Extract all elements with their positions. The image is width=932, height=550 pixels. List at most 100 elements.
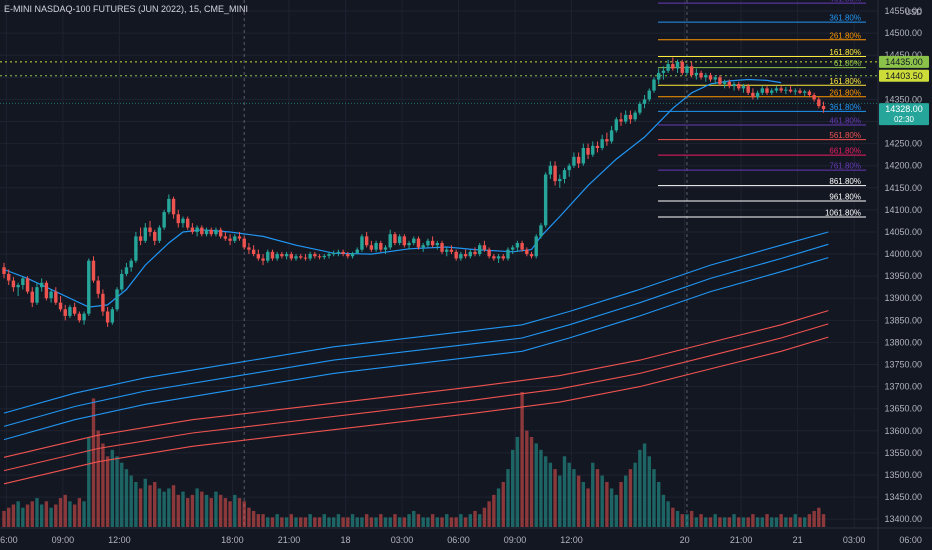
- volume-bar: [369, 517, 374, 527]
- volume-bar: [218, 494, 223, 527]
- volume-bar: [463, 517, 468, 527]
- candle-body: [708, 75, 713, 80]
- time-axis: 06:00 09:00 12:00 18:00 21:00 18 03:00 06:00 09:…: [0, 535, 922, 545]
- volume-bar: [379, 514, 383, 527]
- price-tick-label: 13600.00: [884, 426, 922, 436]
- volume-bar: [124, 469, 129, 527]
- price-tick-label: 14000.00: [884, 249, 922, 259]
- volume-bar: [576, 475, 581, 527]
- volume-bar: [49, 507, 53, 527]
- fib-level-label: 61.80%: [834, 59, 861, 68]
- candle-body: [214, 229, 218, 235]
- candle-body: [327, 254, 331, 256]
- volume-bar: [388, 517, 392, 527]
- candle-body: [115, 289, 119, 310]
- time-tick-label: 09:00: [504, 535, 527, 545]
- volume-bar: [383, 517, 388, 527]
- candle-body: [275, 254, 279, 259]
- price-tick-label: 14500.00: [884, 28, 922, 38]
- volume-bar: [261, 514, 265, 527]
- candle-body: [350, 253, 355, 257]
- candle-body: [689, 66, 694, 76]
- candle-body: [581, 148, 586, 164]
- candle-body: [661, 70, 666, 73]
- volume-bar: [746, 517, 750, 527]
- candle-body: [619, 119, 623, 122]
- candle-body: [39, 282, 44, 288]
- candle-body: [364, 236, 369, 246]
- candle-body: [284, 254, 289, 257]
- candle-body: [713, 77, 717, 80]
- time-tick-label: 09:00: [52, 535, 75, 545]
- price-tag: 14435.00: [879, 55, 929, 68]
- candle-body: [534, 236, 538, 257]
- candle-body: [737, 83, 741, 89]
- candle-body: [280, 254, 284, 257]
- volume-bar: [110, 449, 115, 527]
- volume-bar: [656, 482, 661, 527]
- candle-body: [473, 251, 477, 255]
- volume-bar: [143, 478, 147, 527]
- price-tag-label: 14328.00: [885, 104, 923, 114]
- candle-body: [779, 88, 783, 91]
- candle-body: [77, 313, 82, 321]
- volume-bar: [567, 462, 571, 527]
- fib-level-label: 761.80%: [829, 162, 861, 171]
- volume-bar: [821, 514, 826, 527]
- candle-body: [478, 245, 482, 255]
- volume-bar: [699, 514, 703, 527]
- fib-level-label: 361.80%: [829, 103, 861, 112]
- candle-body: [105, 311, 110, 323]
- candle-body: [407, 243, 411, 246]
- candle-body: [765, 88, 769, 93]
- candle-body: [704, 75, 708, 78]
- candle-body: [393, 234, 397, 244]
- candle-body: [143, 227, 147, 241]
- volume-bar: [374, 517, 378, 527]
- candle-body: [482, 245, 487, 250]
- volume-bar: [317, 517, 322, 527]
- volume-bar: [153, 482, 157, 527]
- price-axis: 14550.0014500.0014450.0014400.0014350.00…: [884, 6, 922, 524]
- volume-bar: [162, 491, 166, 527]
- candle-body: [449, 249, 454, 252]
- volume-bar: [16, 501, 20, 527]
- volume-bar: [313, 517, 317, 527]
- candle-body: [153, 231, 157, 241]
- candle-body: [685, 66, 689, 73]
- volume-bar: [200, 491, 204, 527]
- candle-body: [190, 227, 195, 232]
- volume-bar: [332, 517, 336, 527]
- volume-bar: [591, 462, 595, 527]
- candle-body: [624, 114, 628, 122]
- time-tick-label: 06:00: [0, 535, 18, 545]
- candle-body: [435, 243, 440, 246]
- price-tick-label: 13800.00: [884, 337, 922, 347]
- fib-level-label: 861.80%: [829, 177, 861, 186]
- volume-bar: [134, 482, 138, 527]
- candle-body: [308, 254, 312, 259]
- volume-bar: [82, 501, 86, 527]
- volume-bar: [770, 517, 774, 527]
- volume-bar: [148, 485, 152, 527]
- candle-body: [803, 91, 807, 93]
- candle-body: [642, 99, 647, 104]
- candle-body: [638, 103, 642, 113]
- candle-body: [510, 247, 515, 250]
- time-axis-bg: [0, 528, 932, 550]
- candle-body: [11, 280, 16, 288]
- price-tag-bg: [879, 55, 929, 68]
- volume-bar: [346, 517, 350, 527]
- candle-body: [167, 198, 171, 213]
- candle-body: [369, 245, 374, 250]
- ema-line: [3, 78, 782, 308]
- volume-bar: [506, 469, 510, 527]
- candle-body: [87, 260, 91, 314]
- volume-bar: [171, 485, 176, 527]
- volume-bar: [129, 475, 133, 527]
- candle-body: [727, 81, 732, 87]
- candle-body: [605, 139, 609, 142]
- candle-body: [525, 249, 529, 255]
- volume-bar: [755, 517, 760, 527]
